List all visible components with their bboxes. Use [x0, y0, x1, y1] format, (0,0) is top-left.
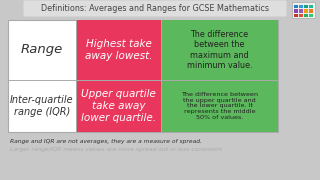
Bar: [304, 4, 308, 8]
Text: Upper quartile
take away
lower quartile.: Upper quartile take away lower quartile.: [81, 89, 156, 123]
Bar: [294, 9, 298, 12]
FancyBboxPatch shape: [23, 1, 286, 17]
Text: Definitions: Averages and Ranges for GCSE Mathematics: Definitions: Averages and Ranges for GCS…: [41, 4, 269, 13]
Bar: [76, 20, 161, 80]
Text: The difference between
the upper quartile and
the lower quartile. It
represents : The difference between the upper quartil…: [181, 92, 258, 120]
Bar: [304, 9, 308, 12]
Bar: [76, 80, 161, 132]
Bar: [309, 14, 313, 17]
Text: Highest take
away lowest.: Highest take away lowest.: [85, 39, 152, 61]
Text: Range and IQR are not averages, they are a measure of spread.: Range and IQR are not averages, they are…: [10, 138, 202, 143]
Bar: [294, 4, 298, 8]
Text: The difference
between the
maximum and
minimum value.: The difference between the maximum and m…: [187, 30, 252, 70]
Bar: [299, 14, 303, 17]
Text: Range: Range: [21, 44, 63, 57]
Bar: [299, 4, 303, 8]
Bar: [294, 14, 298, 17]
FancyBboxPatch shape: [292, 3, 316, 19]
Text: Larger range/IQR means values are more spread out or less consistent: Larger range/IQR means values are more s…: [10, 147, 222, 152]
Bar: [161, 20, 278, 80]
Bar: [309, 4, 313, 8]
Bar: [8, 20, 278, 132]
Bar: [304, 14, 308, 17]
Bar: [299, 9, 303, 12]
Text: Inter-quartile
range (IQR): Inter-quartile range (IQR): [10, 95, 74, 117]
Bar: [309, 9, 313, 12]
Bar: [161, 80, 278, 132]
